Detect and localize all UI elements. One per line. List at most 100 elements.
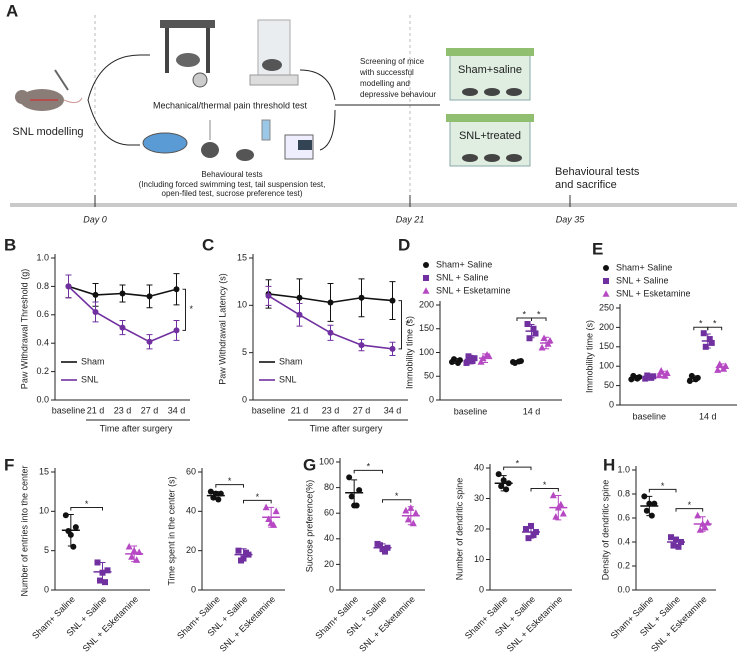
error-bar (690, 375, 697, 382)
data-point (469, 358, 476, 365)
x-tick-label: 23 d (322, 405, 340, 415)
data-point (346, 474, 353, 481)
y-axis-label: Immobility time (s) (584, 320, 594, 393)
x-tick-label: baseline (632, 411, 666, 421)
legend-label: Sham+ Saline (616, 262, 672, 272)
significance-label: * (367, 462, 371, 472)
x-tick-label: baseline (52, 405, 86, 415)
y-tick-label: 0.6 (36, 309, 49, 319)
data-point (296, 294, 303, 301)
data-point (72, 524, 79, 531)
panel-label: E (592, 239, 603, 258)
data-point (644, 372, 651, 379)
error-bar (240, 548, 247, 561)
data-point (272, 507, 280, 515)
significance-label: * (537, 309, 541, 319)
y-tick-label: 30 (474, 493, 484, 503)
data-point (552, 513, 560, 520)
data-point (104, 567, 111, 574)
final-step: and sacrifice (555, 179, 617, 191)
significance-label: * (699, 319, 703, 329)
data-point (128, 553, 136, 560)
legend-label: SNL (81, 374, 99, 384)
data-point (643, 507, 650, 514)
screening-text: with successful (359, 68, 414, 77)
data-point (495, 471, 502, 478)
panel-label: A (6, 1, 18, 20)
data-point (102, 579, 108, 586)
y-tick-label: 5 (44, 545, 49, 555)
data-point (265, 292, 272, 299)
data-point (65, 283, 72, 290)
data-point (463, 359, 470, 366)
error-bar (543, 336, 550, 350)
error-bar (482, 353, 489, 363)
y-tick-label: 40 (324, 533, 334, 543)
y-tick-label: 0 (44, 584, 49, 594)
significance-bracket (675, 508, 704, 512)
y-axis-label: Density of dendritic spine (600, 480, 610, 581)
data-point (62, 512, 69, 519)
y-tick-label: 0.8 (36, 281, 49, 291)
timeline (10, 203, 737, 207)
y-tick-label: 10 (474, 554, 484, 564)
error-bar (131, 545, 138, 563)
y-axis-label: Immobility time (s) (404, 316, 414, 389)
y-tick-label: 0 (329, 584, 334, 594)
data-point (119, 324, 126, 331)
x-tick-label: 23 d (114, 405, 132, 415)
significance-bracket (353, 469, 383, 474)
data-point (530, 532, 537, 539)
legend-label: Sham (81, 356, 105, 366)
legend-label: Sham+ Saline (436, 259, 492, 269)
error-bar (407, 506, 414, 526)
error-bar (351, 479, 358, 507)
data-point (641, 493, 648, 500)
significance-bracket (648, 488, 677, 493)
arrow (87, 54, 150, 101)
significance-bracket (182, 288, 186, 331)
x-tick-label: 14 d (523, 406, 541, 416)
data-point (648, 374, 655, 381)
data-point (377, 542, 383, 549)
data-point (702, 343, 709, 350)
error-bar (528, 323, 535, 339)
error-bar (528, 525, 534, 539)
y-tick-label: 10 (237, 300, 247, 310)
error-bar (379, 543, 386, 553)
significance-label: * (190, 304, 194, 314)
data-point (524, 321, 531, 327)
data-point (700, 330, 707, 337)
significance-label: * (395, 491, 399, 501)
data-point (651, 500, 658, 507)
screening-text: depressive behaviour (360, 90, 436, 99)
y-tick-label: 150 (599, 341, 614, 351)
y-axis-label: Paw Withdrawal Threshold (g) (19, 269, 29, 389)
data-point (670, 542, 677, 549)
timeline-label: Day 21 (396, 214, 425, 224)
significance-label: * (256, 492, 260, 502)
significance-label: * (713, 319, 717, 329)
panel-a: A SNL modelling Mechanical/thermal pain … (6, 1, 737, 224)
significance-label: * (228, 476, 232, 486)
y-tick-label: 80 (324, 482, 334, 492)
y-axis-label: Paw Withdrawal Latency (s) (217, 273, 227, 385)
y-tick-label: 200 (599, 322, 614, 332)
y-tick-label: 10 (39, 506, 49, 516)
error-bar (467, 354, 474, 365)
data-point (498, 483, 505, 490)
error-bar (718, 363, 725, 372)
data-point (530, 325, 537, 332)
y-tick-label: 0 (429, 394, 434, 404)
error-bar (673, 536, 679, 548)
step-detail: open-filed test, sucrose preference test… (162, 189, 303, 198)
significance-label: * (661, 481, 665, 491)
timeline-label: Day 35 (556, 214, 586, 224)
error-bar (646, 495, 653, 517)
legend-label: SNL + Saline (436, 272, 488, 282)
group-label: SNL+treated (459, 130, 521, 142)
data-point (538, 343, 546, 351)
data-point (146, 293, 153, 300)
data-point (358, 294, 365, 301)
